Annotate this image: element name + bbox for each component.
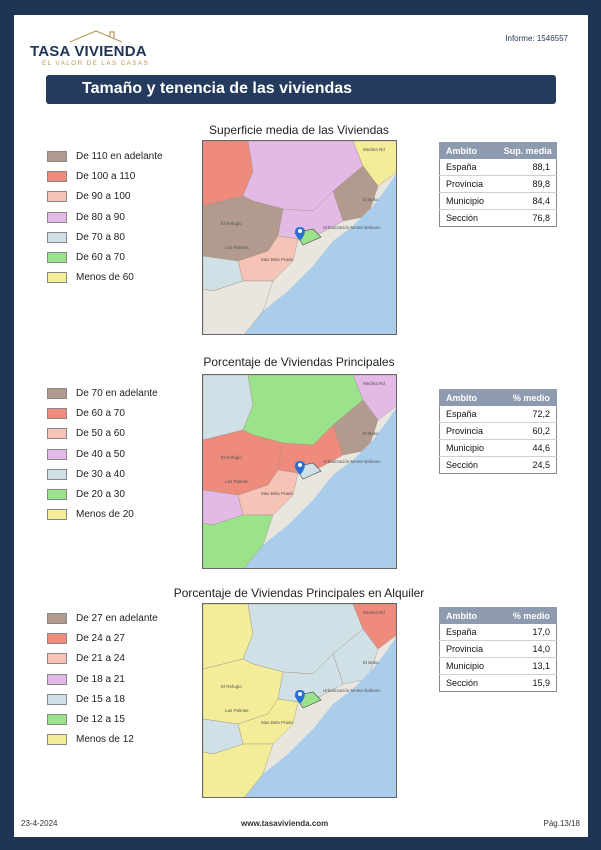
svg-text:Urbanización Monte Bahiano: Urbanización Monte Bahiano [323, 459, 381, 464]
legend-swatch [47, 151, 67, 162]
table-row: Sección 76,8 [439, 209, 557, 227]
svg-text:Medina Rd: Medina Rd [363, 381, 385, 386]
table-header: Ambito [438, 142, 500, 159]
legend-swatch [47, 408, 67, 420]
footer-date: 23-4-2024 [21, 819, 58, 828]
legend-swatch [47, 673, 67, 685]
section-title: Tamaño y tenencia de las viviendas [82, 80, 353, 97]
legend-swatch [47, 448, 67, 460]
footer-page-number: Pág.13/18 [543, 819, 580, 828]
legend-swatch [47, 653, 67, 665]
stats-table: Ambito% medio España 72,2 Provincia 60,2 M… [439, 389, 558, 474]
location-pin-icon [295, 690, 305, 704]
table-header: Ambito [439, 389, 507, 406]
table-row: Municipio 13,1 [439, 657, 557, 675]
table-header: Ambito [439, 607, 507, 624]
logo-tagline: EL VALOR DE LAS CASAS [42, 60, 150, 67]
table-row: Municipio 44,6 [439, 439, 557, 457]
legend-swatch [47, 231, 67, 243]
location-pin-icon [295, 227, 305, 241]
svg-text:Las Palmas: Las Palmas [225, 245, 249, 250]
svg-text:Medina Rd: Medina Rd [363, 147, 385, 152]
table-header: Sup. media [498, 142, 557, 159]
legend-swatch [47, 468, 67, 480]
legend-swatch [47, 613, 67, 624]
svg-text:Urbanización Monte Bahiano: Urbanización Monte Bahiano [323, 225, 381, 230]
location-pin-icon [295, 461, 305, 475]
report-page: TASA VIVIENDA EL VALOR DE LAS CASAS Info… [14, 15, 588, 837]
stats-table: Ambito Sup. media España 88,1 Provincia 89,… [438, 142, 557, 227]
svg-text:El Refugio: El Refugio [221, 221, 242, 226]
table-row: España 88,1 [439, 158, 557, 176]
report-id: Informe: 1546557 [505, 34, 568, 43]
legend-swatch [47, 251, 67, 263]
block-title: Superficie media de las Viviendas [209, 123, 389, 137]
svg-text:Mas Bela Prado: Mas Bela Prado [261, 720, 294, 725]
table-row: Provincia 14,0 [439, 640, 557, 658]
choropleth-map[interactable]: Urbanización Monte Bahiano El Refugio La… [202, 140, 397, 335]
legend-swatch [47, 488, 67, 500]
legend-swatch [47, 734, 67, 746]
svg-text:El Baku: El Baku [363, 431, 379, 436]
legend-swatch [47, 272, 67, 284]
table-row: Provincia 89,8 [439, 175, 557, 193]
legend-swatch [47, 388, 67, 399]
table-row: Sección 15,9 [439, 674, 557, 692]
svg-text:Medina Rd: Medina Rd [363, 610, 385, 615]
legend-swatch [47, 713, 67, 725]
table-row: Provincia 60,2 [439, 422, 557, 440]
legend-swatch [47, 211, 67, 223]
choropleth-map[interactable]: Urbanización Monte Bahiano El Refugio La… [202, 374, 397, 569]
stats-table: Ambito% medio España 17,0 Provincia 14,0 M… [439, 607, 558, 692]
table-header: % medio [505, 607, 558, 624]
svg-text:El Refugio: El Refugio [221, 455, 242, 460]
table-row: Municipio 84,4 [439, 192, 557, 210]
svg-text:Urbanización Monte Bahiano: Urbanización Monte Bahiano [323, 688, 381, 693]
table-row: España 72,2 [439, 405, 557, 423]
legend-swatch [47, 428, 67, 440]
table-header: % medio [505, 389, 558, 406]
choropleth-map[interactable]: Urbanización Monte Bahiano El Refugio La… [202, 603, 397, 798]
footer-website-link[interactable]: www.tasavivienda.com [241, 819, 329, 828]
svg-text:El Baku: El Baku [363, 660, 379, 665]
section-header: Tamaño y tenencia de las viviendas [46, 75, 556, 104]
block-title: Porcentaje de Viviendas Principales [203, 355, 395, 369]
legend-swatch [47, 191, 67, 203]
svg-text:El Refugio: El Refugio [221, 684, 242, 689]
legend-swatch [47, 509, 67, 521]
block-title: Porcentaje de Viviendas Principales en A… [173, 586, 425, 600]
legend-swatch [47, 633, 67, 645]
house-roof-icon [69, 30, 123, 43]
legend-swatch [47, 171, 67, 183]
table-row: Sección 24,5 [439, 456, 557, 474]
svg-text:Mas Bela Prado: Mas Bela Prado [261, 257, 294, 262]
table-row: España 17,0 [439, 623, 557, 641]
svg-text:El Baku: El Baku [363, 197, 379, 202]
svg-text:Mas Bela Prado: Mas Bela Prado [261, 491, 294, 496]
svg-text:Las Palmas: Las Palmas [225, 479, 249, 484]
legend-swatch [47, 693, 67, 705]
svg-text:Las Palmas: Las Palmas [225, 708, 249, 713]
logo-name: TASA VIVIENDA [30, 43, 147, 60]
